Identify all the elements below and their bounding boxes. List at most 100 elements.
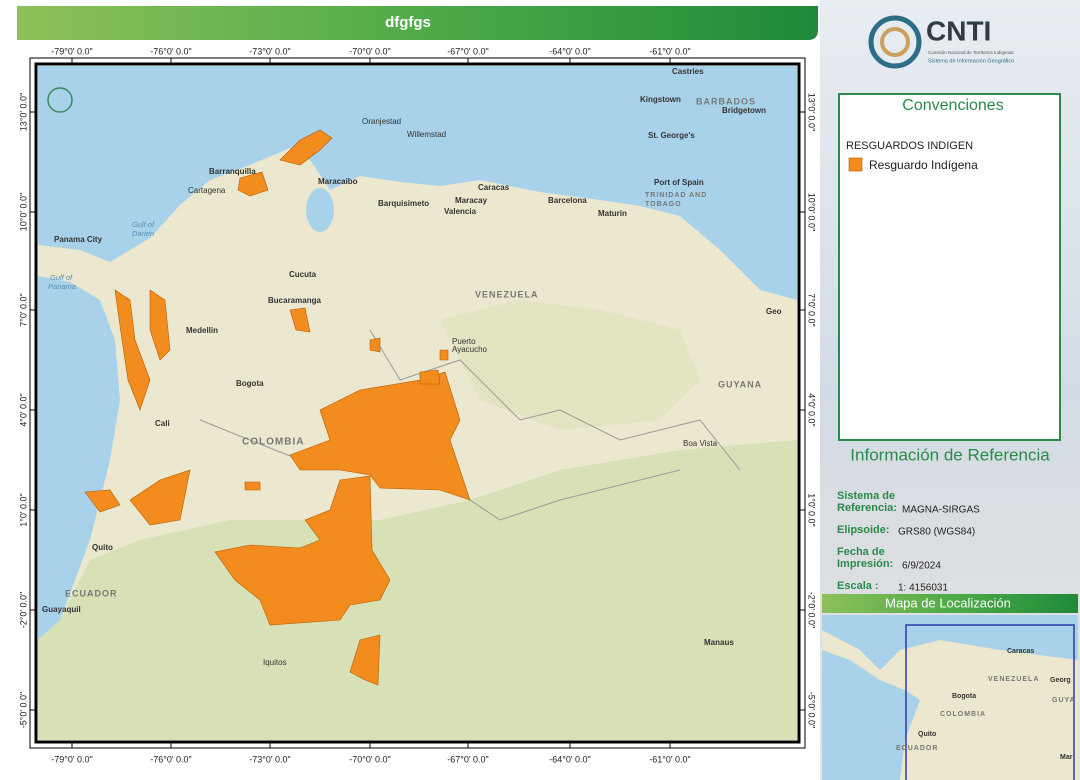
reference-label: Sistema de	[837, 490, 895, 502]
place-label: Castries	[672, 67, 704, 76]
place-label: Gulf of	[50, 273, 73, 282]
lon-label: -79°0' 0.0"	[51, 754, 93, 764]
place-label: ECUADOR	[65, 588, 118, 598]
locator-place: Mar	[1060, 754, 1073, 761]
place-label: Maracay	[455, 196, 488, 205]
place-label: Panama City	[54, 235, 103, 244]
lat-label: 7°0' 0.0"	[18, 293, 28, 327]
place-label: Maracaibo	[318, 177, 358, 186]
lowland	[38, 440, 797, 740]
legend-item: Resguardo Indígena	[869, 158, 978, 172]
locator-title: Mapa de Localización	[885, 595, 1011, 610]
locator-place: ECUADOR	[896, 745, 938, 752]
lat-label: -2°0' 0.0"	[18, 592, 28, 629]
place-label: Darien	[132, 229, 154, 238]
resguardo	[369, 337, 381, 353]
logo-name: CNTI	[926, 15, 991, 46]
place-label: Geo	[766, 307, 782, 316]
reference-label: Elipsoide:	[837, 524, 890, 536]
place-label: St. George's	[648, 131, 695, 140]
locator-map: Caracas VENEZUELA Bogota COLOMBIA Quito …	[822, 615, 1078, 780]
place-label: Panama	[48, 282, 76, 291]
place-label: BARBADOS	[696, 96, 756, 106]
lon-label: -67°0' 0.0"	[447, 46, 489, 56]
resguardo	[244, 349, 449, 491]
lake-maracaibo	[306, 188, 334, 232]
lat-label: 1°0' 0.0"	[18, 493, 28, 527]
compass	[47, 87, 73, 113]
logo-mark	[880, 27, 910, 57]
locator-place: Caracas	[1007, 648, 1034, 655]
lon-label: -64°0' 0.0"	[549, 46, 591, 56]
lon-label: -79°0' 0.0"	[51, 46, 93, 56]
place-label: TOBAGO	[645, 201, 682, 208]
reference-label: Impresión:	[837, 558, 893, 570]
resguardo	[279, 129, 333, 166]
map-border	[34, 62, 801, 744]
place-label: Barquisimeto	[378, 199, 429, 208]
place-label: Puerto	[452, 337, 476, 346]
place-label: Port of Spain	[654, 178, 704, 187]
place-label: Iquitos	[263, 658, 287, 667]
lat-label: -5°0' 0.0"	[807, 692, 817, 729]
place-label: Caracas	[478, 183, 510, 192]
reference-value: 1: 4156031	[898, 583, 948, 594]
lon-label: -67°0' 0.0"	[447, 754, 489, 764]
graticule-labels: -79°0' 0.0" -79°0' 0.0" -76°0' 0.0" -76°0' …	[18, 46, 816, 764]
map-title: dfgfgs	[385, 14, 431, 31]
lat-label: 4°0' 0.0"	[18, 393, 28, 427]
legend-swatch	[848, 157, 863, 172]
locator-place: Bogota	[952, 693, 976, 700]
resguardo	[349, 634, 381, 686]
map: Castries Kingstown BARBADOS Bridgetown S…	[38, 66, 797, 740]
resguardo	[289, 307, 311, 333]
lat-label: 13°0' 0.0"	[807, 93, 817, 132]
place-label: GUYANA	[718, 379, 762, 389]
locator-bar	[822, 594, 1078, 613]
logo-line: Sistema de Información Geográfico	[928, 58, 1014, 64]
locator-place: GUYA	[1052, 697, 1076, 704]
lat-label: 7°0' 0.0"	[807, 293, 817, 327]
reference-label: Fecha de	[837, 546, 885, 558]
place-label: Valencia	[444, 207, 477, 216]
logo-line: Comisión Nacional de Territorios Indígen…	[928, 50, 1014, 55]
place-label: Bridgetown	[722, 106, 766, 115]
lon-label: -76°0' 0.0"	[150, 754, 192, 764]
place-label: Oranjestad	[362, 117, 401, 126]
legend-title: Convenciones	[902, 97, 1003, 114]
reference-value: 6/9/2024	[902, 561, 941, 572]
lon-label: -70°0' 0.0"	[349, 754, 391, 764]
lat-label: -5°0' 0.0"	[18, 692, 28, 729]
lat-label: 1°0' 0.0"	[807, 493, 817, 527]
locator-extent	[905, 624, 1075, 780]
locator-place: Georg	[1050, 677, 1071, 684]
legend-box	[838, 93, 1061, 441]
place-label: Ayacucho	[452, 345, 488, 354]
lat-label: 10°0' 0.0"	[18, 193, 28, 232]
lat-label: 13°0' 0.0"	[18, 93, 28, 132]
lon-label: -64°0' 0.0"	[549, 754, 591, 764]
place-label: Maturin	[598, 209, 627, 218]
lat-label: 4°0' 0.0"	[807, 393, 817, 427]
place-label: Bogota	[236, 379, 264, 388]
lon-label: -70°0' 0.0"	[349, 46, 391, 56]
resguardo	[149, 289, 171, 361]
reference-label: Escala :	[837, 580, 879, 592]
border	[369, 329, 741, 471]
place-label: Quito	[92, 543, 113, 552]
reference-value: MAGNA-SIRGAS	[902, 505, 980, 516]
place-label: Cucuta	[289, 270, 317, 279]
highland	[440, 300, 700, 430]
lat-label: 10°0' 0.0"	[807, 193, 817, 232]
legend-layer: RESGUARDOS INDIGEN	[846, 140, 973, 152]
place-label: Bucaramanga	[268, 296, 321, 305]
place-label: Cali	[155, 419, 170, 428]
reference-value: GRS80 (WGS84)	[898, 527, 975, 538]
resguardo	[84, 489, 121, 513]
place-label: COLOMBIA	[242, 437, 304, 448]
place-label: VENEZUELA	[475, 289, 539, 299]
resguardo	[114, 289, 151, 411]
place-label: Medellin	[186, 326, 218, 335]
